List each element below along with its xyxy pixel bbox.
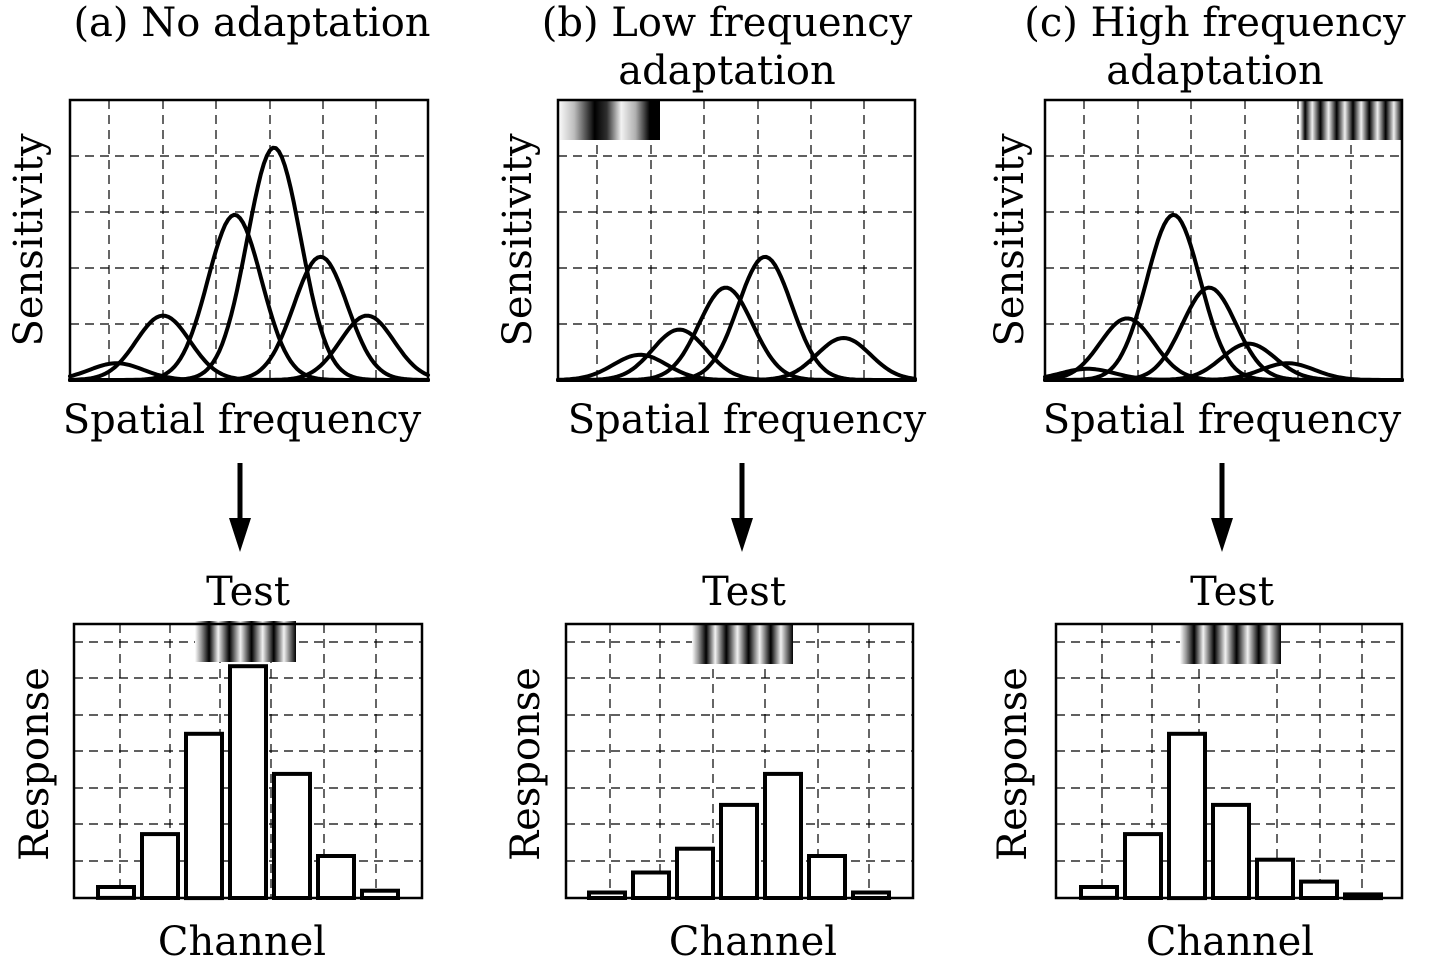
panel-c-response-bar-4 <box>1211 802 1251 901</box>
panel-c-title-line-1: (c) High frequency <box>1024 0 1406 46</box>
panel-b-sensitivity-grid <box>558 100 915 380</box>
panel-c-arrow <box>1211 463 1233 552</box>
panel-b-channel-curves <box>556 254 917 382</box>
panel-b-test-label: Test <box>702 569 786 615</box>
panel-a-arrow <box>229 463 251 552</box>
panel-a-response-bars <box>96 664 400 901</box>
panel-c-channel-curve-4 <box>1043 285 1404 382</box>
panel-a-response-frame <box>72 622 424 900</box>
panel-b-adaptor-grating <box>558 100 660 140</box>
panel-a-sensitivity-plot: Sensitivity Spatial frequency <box>6 98 430 443</box>
panel-a-response-bar-3 <box>184 731 224 901</box>
panel-c-frequency-label: Spatial frequency <box>1043 397 1402 443</box>
panel-a-title-line-1: (a) No adaptation <box>73 0 430 46</box>
panel-c-sensitivity-plot: Sensitivity Spatial frequency <box>987 98 1404 443</box>
panel-c-sensitivity-frame <box>1043 98 1404 382</box>
panel-b-response-bars <box>587 771 891 901</box>
panel-b-response-frame <box>564 622 915 900</box>
panel-a-frequency-label: Spatial frequency <box>63 397 422 443</box>
panel-b-sensitivity-label: Sensitivity <box>495 133 541 346</box>
panel-b-response-plot: Response Channel <box>503 622 915 965</box>
panel-a-channel-curve-6 <box>68 313 430 382</box>
panel-a-test-grating <box>195 621 296 662</box>
panel-b-arrow <box>731 463 753 552</box>
panel-b-response-label: Response <box>503 667 549 861</box>
panel-c-response-bar-1 <box>1079 885 1119 900</box>
panel-c-test-grating <box>1180 624 1281 664</box>
panel-c-response-bar-2 <box>1123 832 1163 900</box>
panel-a: (a) No adaptation Sensitivity Spatial fr… <box>6 0 431 965</box>
panel-b-sensitivity-plot: Sensitivity Spatial frequency <box>495 98 927 443</box>
panel-a-sensitivity-label: Sensitivity <box>6 133 52 346</box>
panel-b-response-bar-2 <box>631 870 671 900</box>
panel-c-sensitivity-grid <box>1045 100 1402 380</box>
panel-a-response-bar-6 <box>316 854 356 900</box>
panel-b-channel-curve-4 <box>556 254 917 382</box>
panel-c: (c) High frequency adaptation Sensitivit… <box>987 0 1406 965</box>
panel-c-response-plot: Response Channel <box>990 622 1404 965</box>
panel-a-response-bar-1 <box>96 885 136 900</box>
panel-c-title-line-2: adaptation <box>1106 48 1324 94</box>
panel-b-response-bar-3 <box>675 846 715 901</box>
panel-a-channel-curves <box>68 145 430 382</box>
panel-a-sensitivity-frame <box>68 98 430 382</box>
panel-a-channel-curve-4 <box>68 145 430 382</box>
panel-a-sensitivity-grid <box>70 100 428 380</box>
panel-c-adaptor-grating <box>1300 100 1402 140</box>
panel-b-response-bar-6 <box>807 854 847 900</box>
panel-a-response-bar-5 <box>272 771 312 901</box>
panel-c-response-bar-5 <box>1255 857 1295 901</box>
panel-c-response-bar-3 <box>1167 731 1207 901</box>
panel-b-sensitivity-frame <box>556 98 917 382</box>
panel-b-frequency-label: Spatial frequency <box>568 397 927 443</box>
panel-a-test-label: Test <box>206 569 290 615</box>
panel-c-channel-curves <box>1043 212 1404 382</box>
panel-b-channel-curve-2 <box>556 327 917 382</box>
panel-c-response-bars <box>1079 731 1383 901</box>
panel-a-response-bar-2 <box>140 832 180 900</box>
panel-c-response-label: Response <box>990 667 1036 861</box>
panel-a-response-plot: Response Channel <box>12 621 424 965</box>
panel-a-channel-label: Channel <box>158 919 326 965</box>
panel-c-response-bar-6 <box>1299 879 1339 900</box>
panel-a-channel-curve-2 <box>68 313 430 382</box>
panel-c-response-frame <box>1054 622 1404 900</box>
panel-a-response-bar-4 <box>228 664 268 901</box>
panel-c-test-label: Test <box>1190 569 1274 615</box>
panel-c-sensitivity-label: Sensitivity <box>987 133 1033 346</box>
panel-b-test-grating <box>692 624 793 664</box>
panel-b: (b) Low frequency adaptation Sensitivity… <box>495 0 927 965</box>
panel-a-response-label: Response <box>12 667 58 861</box>
panel-b-title-line-1: (b) Low frequency <box>542 0 913 46</box>
panel-c-channel-label: Channel <box>1146 919 1314 965</box>
panel-b-response-bar-5 <box>763 771 803 901</box>
panel-b-response-bar-4 <box>719 802 759 901</box>
panel-b-title-line-2: adaptation <box>618 48 836 94</box>
panel-b-channel-label: Channel <box>669 919 837 965</box>
